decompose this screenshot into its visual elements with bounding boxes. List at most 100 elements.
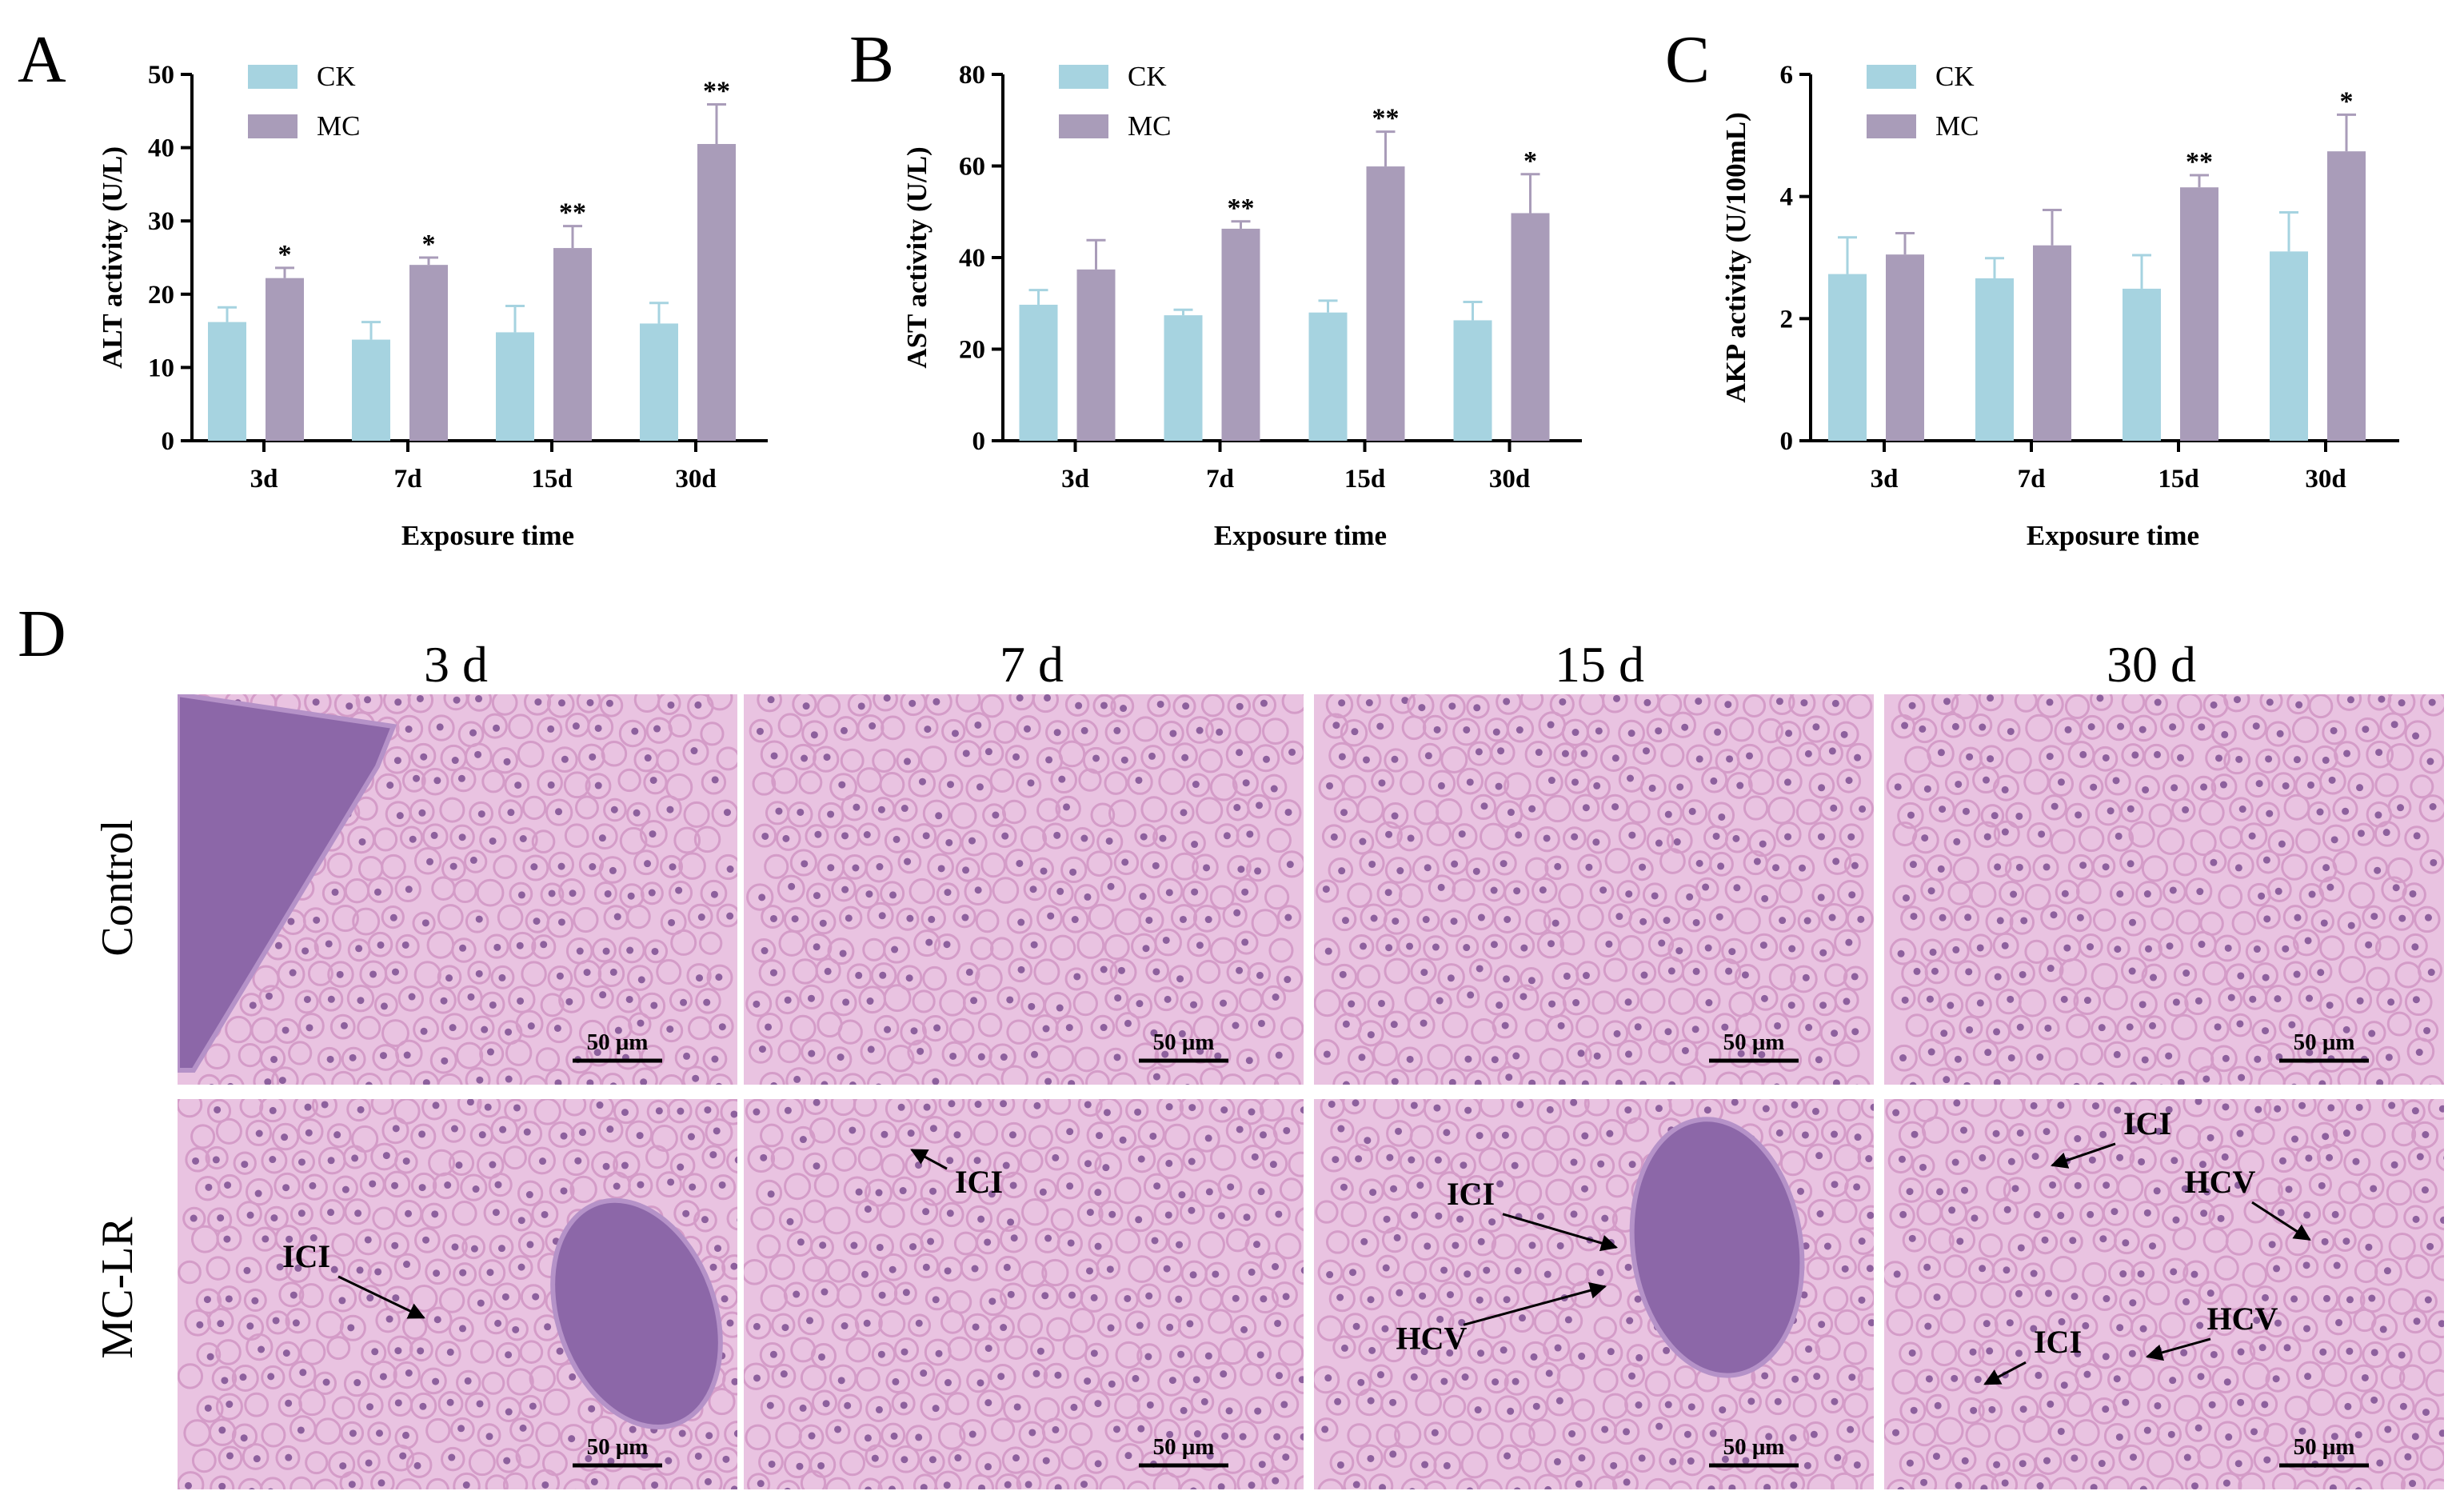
bar-mc [2033, 245, 2071, 441]
legend-swatch-ck [248, 65, 298, 89]
significance-marker: ** [703, 77, 730, 106]
x-tick-label: 3d [1871, 465, 1899, 494]
panel-letter: A [18, 22, 66, 97]
y-tick-label: 80 [959, 61, 985, 90]
micrograph-ctrl-15d: 50 μm [1314, 694, 1874, 1085]
y-tick-label: 50 [148, 61, 174, 90]
tissue-texture [178, 694, 737, 1085]
bar-ck [1308, 312, 1348, 441]
annotation-arrow [2051, 1142, 2116, 1169]
x-tick-label: 15d [2158, 465, 2198, 494]
vessel-structure [1629, 1117, 1805, 1378]
chart-panel-b: B 0 20 40 60 80 AST activity (U/L) Exposure tim… [849, 22, 1582, 551]
scale-bar-label: 50 μm [1153, 1434, 1215, 1460]
vessel-structure [550, 1197, 723, 1429]
tissue-texture [178, 1099, 737, 1489]
bar-mc [2180, 187, 2218, 441]
column-header: 30 d [2107, 636, 2196, 693]
bar-mc [1076, 269, 1116, 441]
annotation-label: HCV [2185, 1164, 2256, 1200]
x-tick-label: 7d [1206, 465, 1234, 494]
tissue-texture [1886, 694, 2444, 1085]
tissue-texture [745, 694, 1304, 1085]
bar-mc [553, 248, 592, 441]
annotation-label: ICI [2123, 1105, 2171, 1141]
annotation-arrow [2145, 1337, 2211, 1361]
micrograph-ctrl-3d: 50 μm [178, 694, 737, 1085]
x-axis-title: Exposure time [401, 520, 574, 551]
legend-swatch-mc [1867, 114, 1916, 138]
x-tick-label: 15d [1344, 465, 1385, 494]
bar-mc [1511, 213, 1550, 441]
chart-panel-a: A 0 10 20 30 40 50 ALT activity (U/L) Exposure t… [18, 22, 768, 551]
legend-swatch-ck [1867, 65, 1916, 89]
micrograph-mc-30d: 50 μm ICI HCV ICI HCV [1884, 1099, 2444, 1489]
bar-ck [640, 323, 678, 441]
x-tick-label: 7d [2018, 465, 2046, 494]
x-axis-title: Exposure time [2027, 520, 2199, 551]
row-header: MC-LR [93, 1217, 142, 1359]
scale-bar-label: 50 μm [1723, 1434, 1785, 1460]
panel-letter: D [18, 597, 66, 671]
y-tick-label: 4 [1780, 183, 1794, 212]
y-tick-label: 30 [148, 207, 174, 236]
x-tick-label: 3d [1061, 465, 1089, 494]
y-tick-label: 0 [162, 427, 175, 456]
y-tick-label: 20 [148, 281, 174, 310]
legend-swatch-ck [1059, 65, 1108, 89]
micrograph-ctrl-30d: 50 μm [1884, 694, 2444, 1085]
significance-marker: * [422, 230, 436, 259]
annotation-arrow [337, 1275, 425, 1319]
y-axis-title: AKP activity (U/100mL) [1720, 112, 1751, 403]
scale-bar-label: 50 μm [1723, 1029, 1785, 1055]
panel-letter: B [849, 22, 894, 97]
legend-swatch-mc [248, 114, 298, 138]
significance-marker: * [2340, 86, 2354, 116]
y-tick-label: 6 [1780, 61, 1794, 90]
y-tick-label: 20 [959, 336, 985, 365]
bar-mc [2327, 151, 2366, 441]
legend-label-ck: CK [317, 61, 356, 92]
x-tick-label: 30d [675, 465, 716, 494]
panel-letter: C [1665, 22, 1710, 97]
annotation-label: ICI [1447, 1176, 1495, 1212]
column-header: 15 d [1555, 636, 1644, 693]
tissue-texture [744, 1099, 1304, 1489]
y-tick-label: 40 [148, 134, 174, 163]
annotation-arrow [1983, 1361, 2027, 1385]
bar-mc [266, 278, 304, 441]
micrograph-mc-7d: 50 μm ICI [744, 1099, 1304, 1489]
scale-bar-label: 50 μm [587, 1434, 649, 1460]
significance-marker: ** [1228, 194, 1255, 223]
x-tick-label: 30d [1489, 465, 1530, 494]
legend-label-mc: MC [1128, 110, 1171, 142]
scale-bar-label: 50 μm [2294, 1434, 2355, 1460]
micrograph-mc-15d: 50 μm ICI HCV [1314, 1099, 1874, 1489]
bar-ck [1019, 304, 1058, 441]
column-header: 7 d [1000, 636, 1064, 693]
significance-marker: ** [1372, 104, 1400, 134]
bar-ck [352, 339, 390, 441]
chart-panel-c: C 0 2 4 6 AKP activity (U/100mL) Exposure time… [1665, 22, 2399, 551]
bar-ck [2123, 288, 2161, 441]
scale-bar-label: 50 μm [2294, 1029, 2355, 1055]
annotation-label: ICI [282, 1238, 330, 1274]
annotation-arrow [1463, 1282, 1607, 1326]
bar-ck [1164, 315, 1203, 441]
significance-marker: * [1524, 146, 1537, 176]
x-tick-label: 7d [394, 465, 422, 494]
x-axis-title: Exposure time [1214, 520, 1387, 551]
y-tick-label: 40 [959, 244, 985, 273]
bar-ck [1975, 278, 2014, 441]
scale-bar-label: 50 μm [587, 1029, 649, 1055]
bar-mc [409, 265, 448, 441]
y-tick-label: 60 [959, 153, 985, 182]
x-tick-label: 15d [531, 465, 572, 494]
significance-marker: * [278, 240, 292, 270]
annotation-label: ICI [2034, 1324, 2082, 1360]
legend-label-ck: CK [1935, 61, 1975, 92]
legend-label-mc: MC [317, 110, 360, 142]
